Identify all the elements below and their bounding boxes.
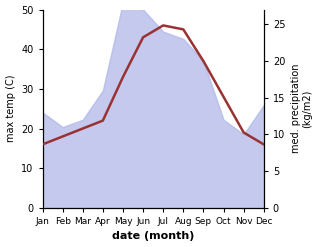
Y-axis label: med. precipitation
(kg/m2): med. precipitation (kg/m2) [291,64,313,153]
X-axis label: date (month): date (month) [112,231,194,242]
Y-axis label: max temp (C): max temp (C) [5,75,16,143]
